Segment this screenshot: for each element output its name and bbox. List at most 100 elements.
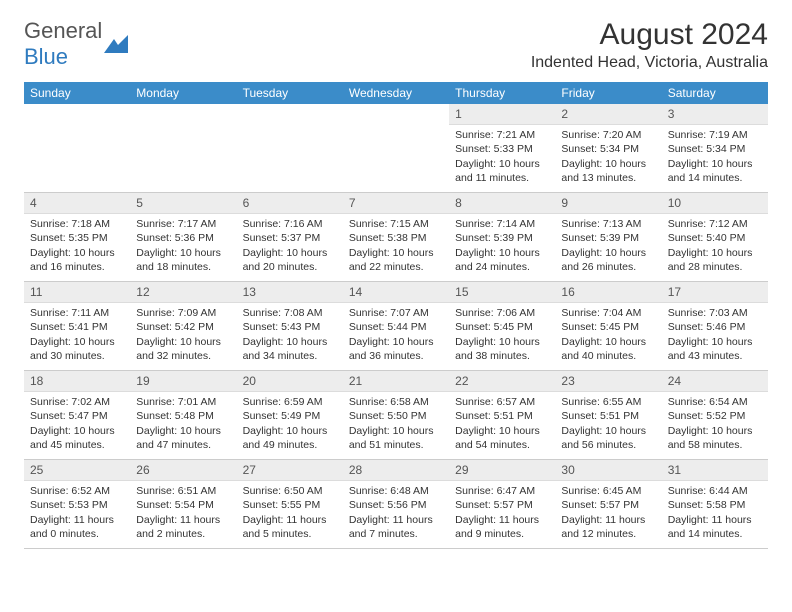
calendar: SundayMondayTuesdayWednesdayThursdayFrid…	[24, 82, 768, 549]
sunrise-text: Sunrise: 7:08 AM	[243, 306, 337, 320]
daylight-line1: Daylight: 10 hours	[136, 246, 230, 260]
day-number: 18	[24, 371, 130, 392]
day-body: Sunrise: 6:54 AMSunset: 5:52 PMDaylight:…	[662, 392, 768, 455]
brand-word2: Blue	[24, 44, 68, 69]
day-cell: 7Sunrise: 7:15 AMSunset: 5:38 PMDaylight…	[343, 193, 449, 281]
day-cell: 5Sunrise: 7:17 AMSunset: 5:36 PMDaylight…	[130, 193, 236, 281]
sunrise-text: Sunrise: 7:15 AM	[349, 217, 443, 231]
day-body: Sunrise: 6:47 AMSunset: 5:57 PMDaylight:…	[449, 481, 555, 544]
sunset-text: Sunset: 5:40 PM	[668, 231, 762, 245]
day-cell: .	[24, 104, 130, 192]
weekday-header: Sunday	[24, 82, 130, 104]
sunrise-text: Sunrise: 7:12 AM	[668, 217, 762, 231]
daylight-line2: and 14 minutes.	[668, 171, 762, 185]
daylight-line1: Daylight: 10 hours	[30, 335, 124, 349]
daylight-line2: and 34 minutes.	[243, 349, 337, 363]
day-body: Sunrise: 7:18 AMSunset: 5:35 PMDaylight:…	[24, 214, 130, 277]
brand-mark-icon	[104, 35, 128, 53]
sunrise-text: Sunrise: 6:58 AM	[349, 395, 443, 409]
day-number: 3	[662, 104, 768, 125]
daylight-line2: and 12 minutes.	[561, 527, 655, 541]
sunrise-text: Sunrise: 7:03 AM	[668, 306, 762, 320]
day-number: 21	[343, 371, 449, 392]
day-body: Sunrise: 6:52 AMSunset: 5:53 PMDaylight:…	[24, 481, 130, 544]
daylight-line1: Daylight: 10 hours	[455, 246, 549, 260]
day-cell: 29Sunrise: 6:47 AMSunset: 5:57 PMDayligh…	[449, 460, 555, 548]
day-cell: 25Sunrise: 6:52 AMSunset: 5:53 PMDayligh…	[24, 460, 130, 548]
sunset-text: Sunset: 5:33 PM	[455, 142, 549, 156]
daylight-line1: Daylight: 11 hours	[30, 513, 124, 527]
sunset-text: Sunset: 5:57 PM	[455, 498, 549, 512]
day-cell: 1Sunrise: 7:21 AMSunset: 5:33 PMDaylight…	[449, 104, 555, 192]
daylight-line1: Daylight: 10 hours	[455, 335, 549, 349]
day-number: 20	[237, 371, 343, 392]
day-cell: 28Sunrise: 6:48 AMSunset: 5:56 PMDayligh…	[343, 460, 449, 548]
sunset-text: Sunset: 5:54 PM	[136, 498, 230, 512]
day-body: Sunrise: 7:15 AMSunset: 5:38 PMDaylight:…	[343, 214, 449, 277]
weekday-header: Tuesday	[237, 82, 343, 104]
sunrise-text: Sunrise: 7:21 AM	[455, 128, 549, 142]
day-cell: 20Sunrise: 6:59 AMSunset: 5:49 PMDayligh…	[237, 371, 343, 459]
day-cell: 19Sunrise: 7:01 AMSunset: 5:48 PMDayligh…	[130, 371, 236, 459]
daylight-line1: Daylight: 10 hours	[349, 335, 443, 349]
week-row: 18Sunrise: 7:02 AMSunset: 5:47 PMDayligh…	[24, 371, 768, 460]
day-number: 7	[343, 193, 449, 214]
sunset-text: Sunset: 5:48 PM	[136, 409, 230, 423]
daylight-line2: and 26 minutes.	[561, 260, 655, 274]
sunset-text: Sunset: 5:35 PM	[30, 231, 124, 245]
day-cell: .	[343, 104, 449, 192]
day-number: 15	[449, 282, 555, 303]
day-cell: 17Sunrise: 7:03 AMSunset: 5:46 PMDayligh…	[662, 282, 768, 370]
day-cell: 12Sunrise: 7:09 AMSunset: 5:42 PMDayligh…	[130, 282, 236, 370]
daylight-line1: Daylight: 10 hours	[349, 246, 443, 260]
daylight-line1: Daylight: 11 hours	[455, 513, 549, 527]
day-cell: 31Sunrise: 6:44 AMSunset: 5:58 PMDayligh…	[662, 460, 768, 548]
day-body: Sunrise: 7:06 AMSunset: 5:45 PMDaylight:…	[449, 303, 555, 366]
sunset-text: Sunset: 5:51 PM	[561, 409, 655, 423]
sunrise-text: Sunrise: 7:06 AM	[455, 306, 549, 320]
day-cell: 30Sunrise: 6:45 AMSunset: 5:57 PMDayligh…	[555, 460, 661, 548]
daylight-line2: and 36 minutes.	[349, 349, 443, 363]
day-number: 26	[130, 460, 236, 481]
daylight-line2: and 40 minutes.	[561, 349, 655, 363]
daylight-line2: and 54 minutes.	[455, 438, 549, 452]
daylight-line1: Daylight: 11 hours	[561, 513, 655, 527]
sunset-text: Sunset: 5:51 PM	[455, 409, 549, 423]
sunset-text: Sunset: 5:49 PM	[243, 409, 337, 423]
sunrise-text: Sunrise: 7:07 AM	[349, 306, 443, 320]
daylight-line1: Daylight: 10 hours	[455, 157, 549, 171]
daylight-line2: and 38 minutes.	[455, 349, 549, 363]
title-block: August 2024 Indented Head, Victoria, Aus…	[531, 18, 768, 72]
daylight-line2: and 43 minutes.	[668, 349, 762, 363]
day-cell: 13Sunrise: 7:08 AMSunset: 5:43 PMDayligh…	[237, 282, 343, 370]
daylight-line1: Daylight: 10 hours	[349, 424, 443, 438]
day-body: Sunrise: 7:12 AMSunset: 5:40 PMDaylight:…	[662, 214, 768, 277]
day-body: Sunrise: 7:11 AMSunset: 5:41 PMDaylight:…	[24, 303, 130, 366]
day-cell: 3Sunrise: 7:19 AMSunset: 5:34 PMDaylight…	[662, 104, 768, 192]
day-body: Sunrise: 6:55 AMSunset: 5:51 PMDaylight:…	[555, 392, 661, 455]
daylight-line1: Daylight: 10 hours	[668, 335, 762, 349]
daylight-line2: and 16 minutes.	[30, 260, 124, 274]
daylight-line1: Daylight: 10 hours	[668, 157, 762, 171]
day-number: 8	[449, 193, 555, 214]
daylight-line2: and 9 minutes.	[455, 527, 549, 541]
day-number: 28	[343, 460, 449, 481]
day-number: 12	[130, 282, 236, 303]
day-body: Sunrise: 7:08 AMSunset: 5:43 PMDaylight:…	[237, 303, 343, 366]
day-number: 14	[343, 282, 449, 303]
daylight-line1: Daylight: 10 hours	[561, 157, 655, 171]
sunrise-text: Sunrise: 7:13 AM	[561, 217, 655, 231]
day-number: 27	[237, 460, 343, 481]
day-cell: 22Sunrise: 6:57 AMSunset: 5:51 PMDayligh…	[449, 371, 555, 459]
sunrise-text: Sunrise: 7:02 AM	[30, 395, 124, 409]
sunset-text: Sunset: 5:57 PM	[561, 498, 655, 512]
sunrise-text: Sunrise: 6:45 AM	[561, 484, 655, 498]
day-number: 4	[24, 193, 130, 214]
day-cell: 10Sunrise: 7:12 AMSunset: 5:40 PMDayligh…	[662, 193, 768, 281]
daylight-line2: and 20 minutes.	[243, 260, 337, 274]
daylight-line2: and 47 minutes.	[136, 438, 230, 452]
day-number: 22	[449, 371, 555, 392]
day-cell: 9Sunrise: 7:13 AMSunset: 5:39 PMDaylight…	[555, 193, 661, 281]
daylight-line2: and 45 minutes.	[30, 438, 124, 452]
sunrise-text: Sunrise: 7:01 AM	[136, 395, 230, 409]
